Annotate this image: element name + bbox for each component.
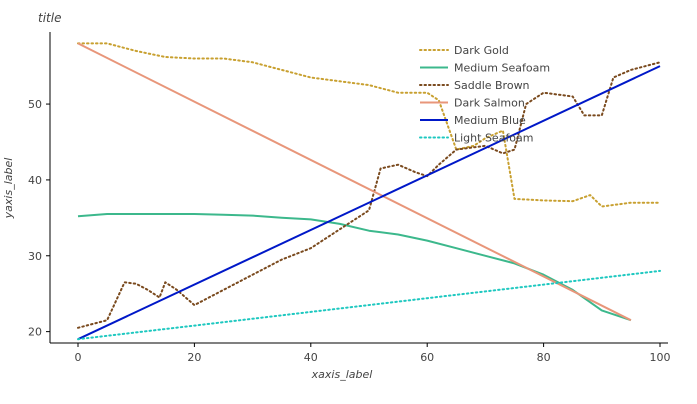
x-tick-label-1: 20 bbox=[187, 351, 201, 364]
series-line-light-seafoam bbox=[77, 269, 661, 341]
x-axis-title: xaxis_label bbox=[311, 368, 373, 381]
legend-label-0: Dark Gold bbox=[454, 44, 509, 57]
series-line-dark-salmon bbox=[77, 42, 632, 322]
y-ticks: 20 30 40 50 bbox=[28, 98, 50, 339]
x-tick-label-4: 80 bbox=[537, 351, 551, 364]
series-line-medium-seafoam bbox=[77, 213, 632, 322]
legend: Dark Gold Medium Seafoam Saddle Brown Dark … bbox=[419, 44, 550, 145]
series-line-dark-gold bbox=[77, 42, 661, 208]
legend-label-5: Light Seafoam bbox=[454, 132, 534, 145]
series-group bbox=[77, 42, 661, 341]
legend-label-2: Saddle Brown bbox=[454, 79, 530, 92]
legend-label-4: Medium Blue bbox=[454, 114, 526, 127]
x-tick-label-3: 60 bbox=[420, 351, 434, 364]
y-tick-label-1: 30 bbox=[28, 250, 42, 263]
y-tick-label-3: 50 bbox=[28, 98, 42, 111]
series-line-medium-blue bbox=[77, 65, 661, 341]
legend-label-1: Medium Seafoam bbox=[454, 62, 550, 75]
y-tick-label-0: 20 bbox=[28, 326, 42, 339]
chart-title: title bbox=[38, 11, 61, 25]
legend-label-3: Dark Salmon bbox=[454, 97, 525, 110]
x-tick-label-5: 100 bbox=[650, 351, 671, 364]
x-ticks: 0 20 40 60 80 100 bbox=[75, 343, 671, 364]
series-line-saddle-brown bbox=[77, 61, 661, 329]
y-tick-label-2: 40 bbox=[28, 174, 42, 187]
x-tick-label-2: 40 bbox=[304, 351, 318, 364]
y-axis-title: yaxis_label bbox=[2, 158, 15, 220]
x-tick-label-0: 0 bbox=[75, 351, 82, 364]
